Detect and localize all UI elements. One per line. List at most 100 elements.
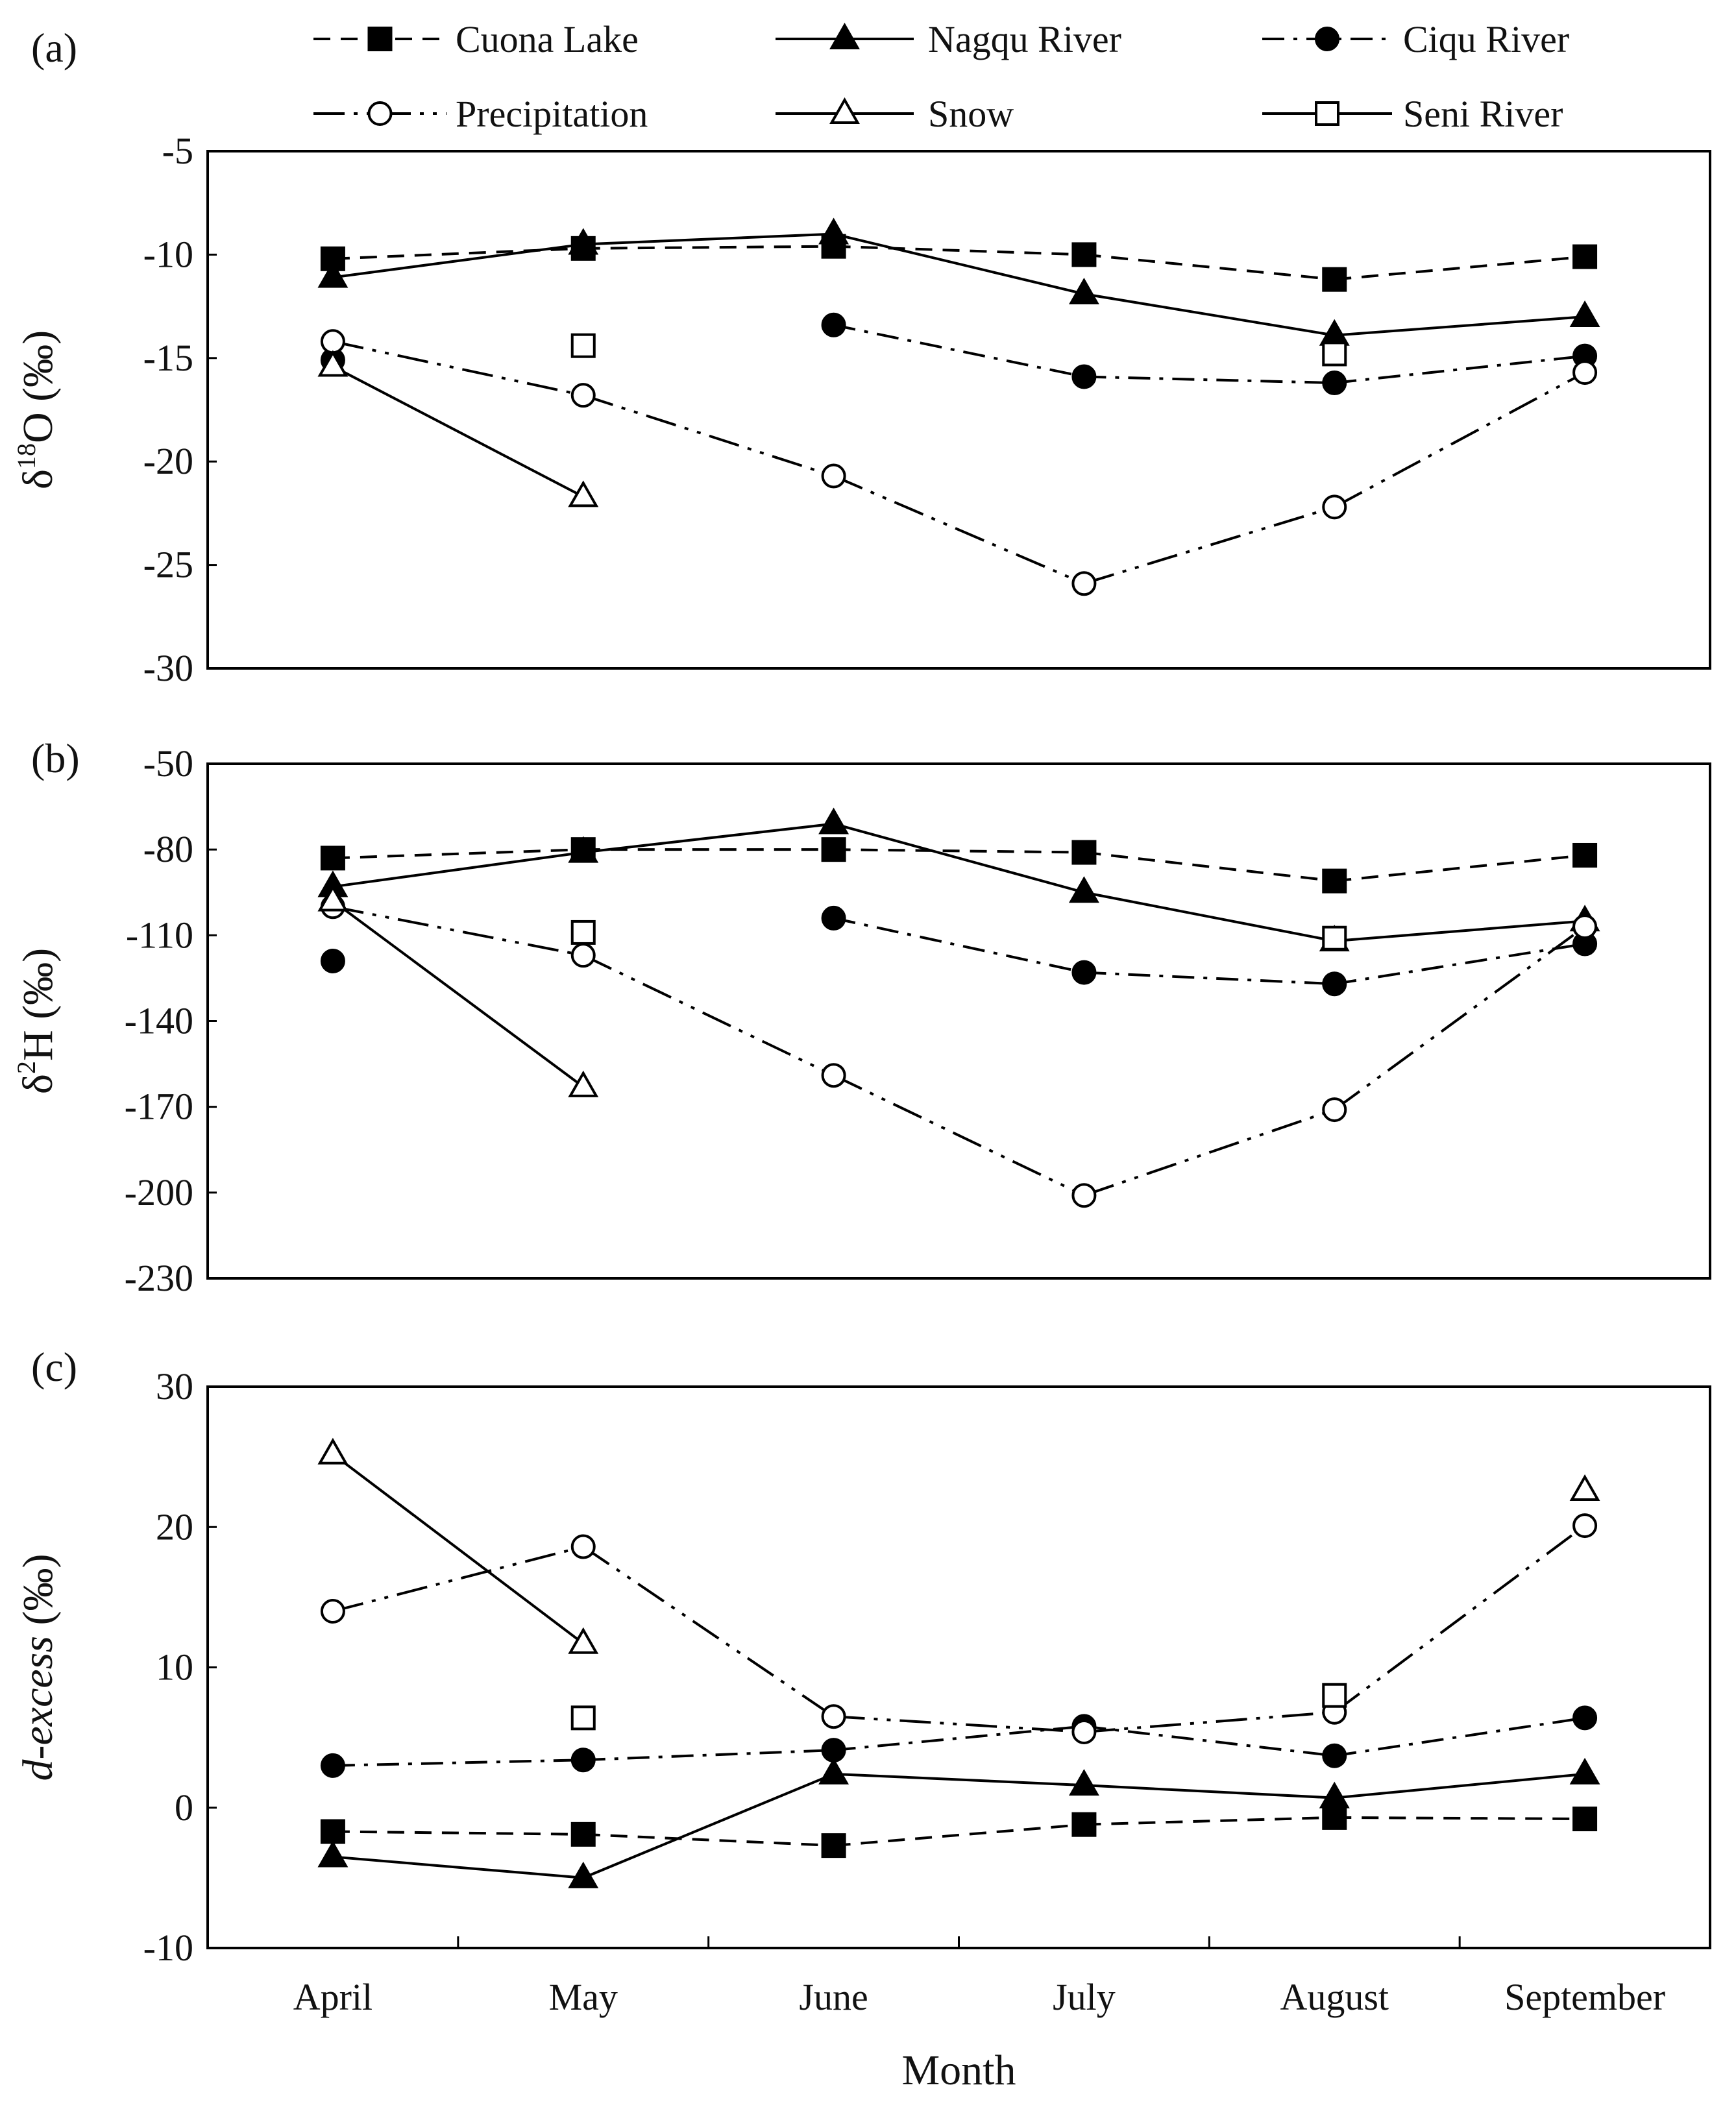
series-seni-river	[570, 333, 1347, 367]
data-point-seni-river	[1322, 1683, 1347, 1708]
y-tick-label: -30	[143, 647, 193, 689]
plot-frame	[206, 150, 1711, 670]
panel-label: (b)	[31, 735, 80, 781]
series-line-segment	[833, 822, 1084, 894]
data-point-cuona-lake	[1071, 1812, 1097, 1837]
data-point-precipitation	[1071, 1719, 1097, 1744]
data-point-ciqu-river	[570, 1748, 596, 1773]
series-precipitation	[320, 1513, 1598, 1744]
series-line-segment	[833, 916, 1084, 974]
data-point-nagqu-river	[568, 228, 599, 255]
series-line-segment	[332, 1453, 584, 1645]
series-line-segment	[332, 1855, 583, 1879]
data-point-precipitation	[1322, 1097, 1347, 1123]
series-line-segment	[332, 848, 583, 860]
data-point-nagqu-river	[818, 1757, 850, 1784]
panel-b: -50 -80 -110 -140 -170 -200 -230 (b) δ2H (‰)	[12, 735, 1711, 1299]
data-point-ciqu-river	[1322, 371, 1347, 396]
series-line-segment	[1334, 255, 1585, 281]
data-point-snow	[1569, 1474, 1600, 1502]
series-line-segment	[1334, 1816, 1585, 1821]
plot-frame	[206, 1385, 1711, 1949]
legend-item-ciqu-river: Ciqu River	[1262, 18, 1569, 60]
legend-label: Precipitation	[456, 93, 648, 135]
series-line-segment	[332, 1759, 583, 1767]
data-point-nagqu-river	[317, 261, 348, 288]
x-tick-label-september: September	[1504, 1976, 1665, 2018]
y-tick-label: -140	[125, 1000, 193, 1042]
data-point-nagqu-river	[1569, 300, 1600, 328]
y-tick-label: -25	[143, 544, 193, 586]
series-line-segment	[1084, 1711, 1335, 1733]
series-line-segment	[1084, 375, 1335, 385]
plot-area: -5 -10 -15 -20 -25 -30 (a) δ18O (‰) -50 -80 -110 -1…	[12, 25, 1711, 2094]
data-point-nagqu-river	[1569, 1757, 1600, 1784]
x-axis-title: Month	[901, 2047, 1016, 2094]
series-cuona-lake	[320, 1805, 1598, 1858]
data-point-cuona-lake	[1071, 242, 1097, 267]
series-line-segment	[833, 848, 1084, 854]
data-point-precipitation	[1322, 494, 1347, 520]
series-line-segment	[332, 851, 584, 888]
data-point-seni-river	[1322, 341, 1347, 367]
y-tick-label: -20	[143, 440, 193, 482]
series-ciqu-river	[320, 1705, 1598, 1778]
data-point-nagqu-river	[818, 217, 850, 245]
series-line-segment	[1084, 1784, 1335, 1799]
data-point-nagqu-river	[1068, 876, 1099, 903]
y-tick-label: -5	[162, 130, 193, 172]
y-tick-label: 0	[175, 1786, 193, 1829]
data-point-nagqu-river	[317, 1840, 348, 1868]
y-tick-label: 10	[156, 1646, 193, 1688]
data-point-ciqu-river	[1071, 364, 1097, 389]
series-line-segment	[1334, 920, 1585, 943]
data-point-snow	[568, 480, 599, 507]
series-line-segment	[582, 1545, 835, 1718]
series-ciqu-river	[320, 905, 1598, 997]
data-point-nagqu-river	[1068, 1769, 1099, 1796]
series-line-segment	[1334, 1524, 1586, 1714]
data-point-nagqu-river	[818, 807, 850, 834]
series-line-segment	[583, 245, 834, 250]
data-point-precipitation	[1572, 1513, 1598, 1539]
data-point-cuona-lake	[1322, 868, 1347, 894]
y-tick-label: -200	[125, 1171, 193, 1213]
y-tick-label: -50	[143, 742, 193, 785]
data-point-snow	[317, 350, 348, 377]
legend-marker	[829, 22, 860, 49]
series-snow	[317, 884, 599, 1097]
y-tick-label: -110	[126, 914, 193, 956]
data-point-cuona-lake	[320, 846, 345, 871]
data-point-nagqu-river	[568, 836, 599, 863]
series-snow	[317, 350, 599, 507]
legend-marker	[829, 97, 860, 124]
series-line-segment	[1083, 505, 1335, 585]
legend-item-seni-river: Seni River	[1262, 93, 1563, 135]
y-tick-label: -170	[125, 1086, 193, 1128]
series-line-segment	[833, 245, 1084, 256]
series-line-segment	[583, 1833, 834, 1847]
data-point-seni-river	[570, 1705, 596, 1731]
plot-frame	[206, 762, 1711, 1280]
data-point-cuona-lake	[320, 1819, 345, 1844]
series-seni-river	[570, 1683, 1347, 1731]
series-cuona-lake	[320, 837, 1598, 894]
series-nagqu-river	[317, 217, 1600, 346]
series-line-segment	[1334, 853, 1585, 883]
series-line-segment	[332, 1830, 583, 1836]
x-tick-label-august: August	[1280, 1976, 1389, 2018]
series-line-segment	[1084, 851, 1335, 883]
data-point-precipitation	[821, 1063, 846, 1088]
data-point-cuona-lake	[1322, 1805, 1347, 1830]
data-point-cuona-lake	[1071, 840, 1097, 865]
data-point-snow	[568, 1070, 599, 1097]
series-line-segment	[332, 340, 584, 397]
data-point-seni-river	[570, 333, 596, 358]
data-point-cuona-lake	[1572, 244, 1598, 269]
series-line-segment	[1084, 292, 1335, 337]
y-tick-label: -10	[143, 1927, 193, 1969]
data-point-cuona-lake	[1572, 842, 1598, 868]
series-line-segment	[332, 1545, 584, 1613]
data-point-ciqu-river	[821, 312, 846, 337]
